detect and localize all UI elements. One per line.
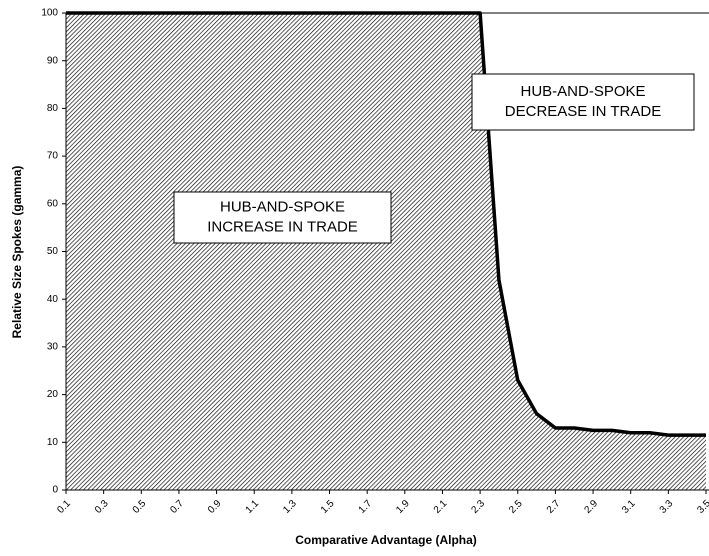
x-tick-label: 3.3 xyxy=(658,498,676,516)
x-tick-label: 0.1 xyxy=(55,498,73,516)
annotation-text: HUB-AND-SPOKE xyxy=(520,83,645,100)
x-tick-label: 3.1 xyxy=(620,498,638,516)
y-axis-title: Relative Size Spokes (gamma) xyxy=(10,166,24,339)
x-tick-label: 1.3 xyxy=(281,498,299,516)
x-tick-label: 0.9 xyxy=(206,498,224,516)
annotation-box xyxy=(471,73,695,131)
x-tick-label: 0.5 xyxy=(131,498,149,516)
x-tick-label: 2.1 xyxy=(432,498,450,516)
area xyxy=(66,13,706,490)
x-tick-label: 2.5 xyxy=(507,498,525,516)
x-tick-label: 0.3 xyxy=(93,498,111,516)
x-tick-label: 1.5 xyxy=(319,498,337,516)
x-tick-label: 0.7 xyxy=(168,498,186,516)
y-tick-label: 80 xyxy=(47,103,59,114)
annotation-box xyxy=(173,191,392,244)
x-tick-label: 2.9 xyxy=(582,498,600,516)
x-tick-label: 2.7 xyxy=(545,498,563,516)
y-tick-label: 70 xyxy=(47,151,59,162)
annotation-text: HUB-AND-SPOKE xyxy=(220,198,345,215)
y-tick-label: 30 xyxy=(47,342,59,353)
x-tick-label: 1.9 xyxy=(394,498,412,516)
y-tick-label: 20 xyxy=(47,389,59,400)
y-tick-label: 100 xyxy=(41,8,58,19)
x-tick-label: 2.3 xyxy=(469,498,487,516)
annotation-text: INCREASE IN TRADE xyxy=(207,218,358,235)
x-axis-title: Comparative Advantage (Alpha) xyxy=(295,533,477,547)
y-tick-label: 90 xyxy=(47,55,59,66)
x-tick-label: 3.5 xyxy=(695,498,709,516)
y-tick-label: 40 xyxy=(47,294,59,305)
x-tick-label: 1.1 xyxy=(244,498,262,516)
annotation-text: DECREASE IN TRADE xyxy=(505,103,661,120)
y-tick-label: 0 xyxy=(52,485,58,496)
y-tick-label: 10 xyxy=(47,437,59,448)
x-tick-label: 1.7 xyxy=(357,498,375,516)
line xyxy=(66,11,706,437)
y-tick-label: 50 xyxy=(47,246,59,257)
y-tick-label: 60 xyxy=(47,198,59,209)
